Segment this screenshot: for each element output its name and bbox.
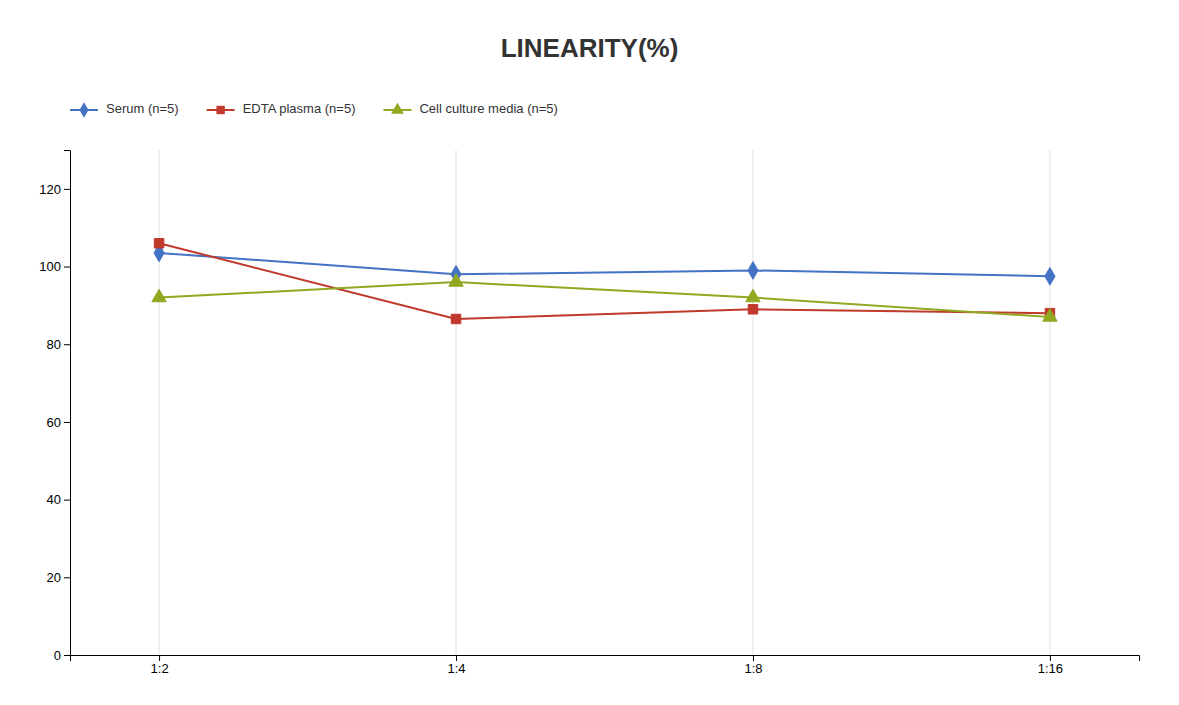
line (159, 282, 1050, 317)
point (1043, 309, 1057, 321)
legend: Serum (n=5) EDTA plasma (n=5) Cell culture… (70, 101, 558, 117)
series (154, 238, 1054, 323)
legend-label: Cell culture media (n=5) (419, 101, 557, 116)
y-tick: 40 (47, 492, 70, 507)
legend-label: Serum (n=5) (106, 101, 179, 116)
x-tick: 1:8 (744, 655, 762, 676)
chart: LINEARITY(%) 0 20 40 60 80 100 120 1:2 1:4 1:8 1:16… (0, 0, 1179, 705)
legend-marker (216, 106, 224, 114)
title: LINEARITY(%) (501, 33, 679, 63)
y-axis-line (64, 151, 71, 656)
y-tick-label: 0 (54, 648, 61, 663)
x-tick-mark (1050, 655, 1051, 661)
x-tick: 1:4 (447, 655, 465, 676)
point (152, 289, 166, 301)
x-tick: 1:2 (151, 655, 169, 676)
point (748, 262, 758, 280)
x-tick-label: 1:2 (151, 661, 169, 676)
point (451, 314, 460, 323)
point (746, 289, 760, 301)
plot: 0 20 40 60 80 100 120 1:2 1:4 1:8 1:16 (39, 150, 1139, 676)
y-tick-label: 120 (39, 182, 61, 197)
grid-line (752, 150, 753, 655)
x-tick-mark (456, 655, 457, 661)
x-tick: 1:16 (1038, 655, 1063, 676)
legend-marker (391, 103, 404, 114)
x-tick-mark (753, 655, 754, 661)
legend-marker (80, 102, 89, 118)
x-tick-label: 1:4 (447, 661, 465, 676)
x-axis-line (71, 656, 1140, 662)
y-axis: 0 20 40 60 80 100 120 (39, 151, 70, 663)
point (748, 305, 757, 314)
y-tick: 120 (39, 182, 70, 197)
line (159, 243, 1050, 319)
grid-line (159, 150, 160, 655)
y-tick-mark (64, 500, 70, 501)
y-tick-mark (64, 422, 70, 423)
y-tick-mark (64, 344, 70, 345)
legend-label: EDTA plasma (n=5) (243, 101, 356, 116)
grid-line (456, 150, 457, 655)
y-tick-mark (64, 189, 70, 190)
y-tick: 20 (47, 570, 70, 585)
series (152, 274, 1057, 321)
marks (152, 238, 1057, 323)
legend-item: EDTA plasma (n=5) (207, 101, 356, 116)
line (159, 253, 1050, 276)
y-tick-label: 20 (47, 570, 61, 585)
grid-x (159, 150, 1050, 655)
series (154, 244, 1055, 285)
legend-item: Cell culture media (n=5) (383, 101, 557, 116)
y-tick-mark (64, 577, 70, 578)
point (154, 238, 163, 247)
x-tick-mark (159, 655, 160, 661)
grid-line (1049, 150, 1050, 655)
point (449, 274, 463, 286)
y-tick-label: 80 (47, 337, 61, 352)
y-tick-label: 60 (47, 415, 61, 430)
y-tick: 100 (39, 259, 70, 274)
x-tick-label: 1:8 (744, 661, 762, 676)
y-tick-mark (64, 267, 70, 268)
legend-item: Serum (n=5) (70, 101, 179, 117)
x-tick-label: 1:16 (1038, 661, 1063, 676)
x-axis: 1:2 1:4 1:8 1:16 (71, 655, 1140, 676)
y-tick: 60 (47, 415, 70, 430)
y-tick: 0 (54, 648, 70, 663)
y-tick-label: 100 (39, 259, 61, 274)
y-tick-mark (64, 655, 70, 656)
y-tick: 80 (47, 337, 70, 352)
y-tick-label: 40 (47, 492, 61, 507)
point (1045, 267, 1055, 285)
